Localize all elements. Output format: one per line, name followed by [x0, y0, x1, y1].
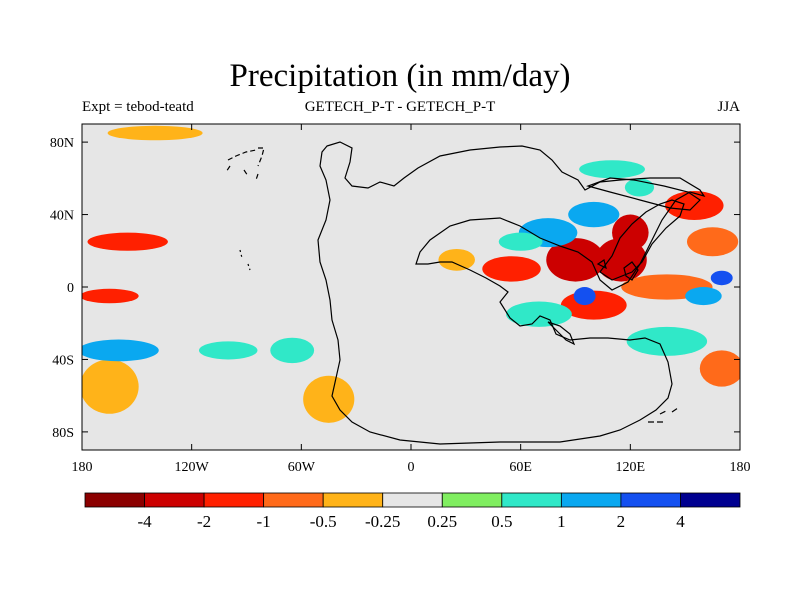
- plot-title: Precipitation (in mm/day): [229, 58, 571, 94]
- y-tick-label: 40N: [50, 209, 74, 224]
- dataset-label: GETECH_P-T - GETECH_P-T: [304, 99, 496, 115]
- colorbar-swatch: [203, 492, 265, 508]
- precip-anomaly-25: [82, 339, 159, 362]
- colorbar-swatch: [680, 492, 741, 508]
- x-tick-label: 180: [730, 460, 751, 475]
- colorbar-label: -2: [197, 512, 211, 531]
- precip-anomaly-5: [87, 232, 168, 251]
- precip-anomaly-15: [191, 261, 265, 277]
- precip-anomaly-14: [107, 125, 203, 141]
- precip-anomaly-7: [612, 214, 649, 251]
- colorbar-swatch: [84, 492, 145, 508]
- precip-anomaly-21: [568, 201, 620, 228]
- coastline-small-islands: [596, 259, 639, 281]
- colorbar-swatch: [560, 492, 622, 508]
- colorbar-swatch: [263, 492, 324, 508]
- colorbar: -4 -2 -1 -0.5 -0.25 0.25 0.5 1 2 4: [84, 492, 741, 531]
- colorbar-label: 0.25: [427, 512, 457, 531]
- precip-anomaly-29: [685, 287, 722, 306]
- coastline-southern-islands: [648, 407, 679, 423]
- precip-anomaly-16: [92, 180, 145, 195]
- colorbar-label: 0.5: [491, 512, 512, 531]
- colorbar-label: 1: [557, 512, 566, 531]
- y-tick-label: 80N: [50, 136, 74, 151]
- colorbar-label: 2: [617, 512, 626, 531]
- precip-anomaly-19: [401, 426, 457, 438]
- coastline-arctic-islands: [225, 147, 265, 181]
- precip-anomaly-10: [699, 350, 740, 387]
- precip-anomaly-18: [699, 158, 740, 181]
- precip-anomaly-23: [506, 301, 572, 327]
- coastline-southeast-island: [547, 321, 576, 346]
- precip-anomaly-30: [573, 287, 596, 306]
- x-tick-label: 120E: [616, 460, 646, 475]
- precip-anomaly-2: [482, 256, 541, 282]
- y-tick-label: 0: [67, 281, 74, 296]
- precip-anomaly-28: [579, 160, 645, 179]
- precip-anomaly-layer: [82, 125, 740, 438]
- precip-anomaly-6: [82, 288, 139, 304]
- y-axis: 80N 40N 0 40S 80S: [50, 136, 740, 441]
- precip-anomaly-0: [546, 238, 605, 282]
- colorbar-label: -0.5: [310, 512, 337, 531]
- colorbar-label: 4: [676, 512, 685, 531]
- y-tick-label: 40S: [52, 353, 74, 368]
- precip-anomaly-12: [153, 384, 212, 407]
- y-tick-label: 80S: [52, 426, 74, 441]
- precip-anomaly-26: [198, 341, 258, 360]
- colorbar-label: -1: [257, 512, 271, 531]
- coastline-main-continent: [317, 141, 706, 445]
- coastline-pacific-islands: [239, 249, 251, 271]
- precip-anomaly-27: [270, 337, 315, 364]
- season-label: JJA: [717, 99, 740, 115]
- x-tick-label: 180: [72, 460, 93, 475]
- precip-anomaly-13: [303, 375, 355, 423]
- colorbar-swatch: [382, 492, 443, 508]
- x-tick-label: 120W: [175, 460, 210, 475]
- colorbar-swatch: [620, 492, 681, 508]
- precip-anomaly-31: [710, 270, 733, 286]
- precip-anomaly-11: [82, 359, 139, 414]
- x-axis: 180 120W 60W 0 60E 120E 180: [72, 124, 751, 475]
- coastline-island-chain: [599, 199, 685, 281]
- coastline-layer: [225, 141, 706, 445]
- precip-anomaly-22: [498, 232, 543, 251]
- experiment-label: Expt = tebod-teatd: [82, 99, 194, 115]
- precip-anomaly-17: [438, 248, 475, 271]
- x-tick-label: 60E: [509, 460, 532, 475]
- x-tick-label: 60W: [288, 460, 316, 475]
- precip-anomaly-24: [626, 326, 708, 356]
- colorbar-label: -4: [137, 512, 152, 531]
- precip-anomaly-9: [686, 227, 739, 257]
- colorbar-swatch: [441, 492, 503, 508]
- colorbar-swatch: [501, 492, 562, 508]
- coastline-east-basin: [586, 177, 701, 211]
- x-tick-label: 0: [408, 460, 415, 475]
- colorbar-swatch: [322, 492, 384, 508]
- colorbar-label: -0.25: [365, 512, 400, 531]
- colorbar-swatch: [144, 492, 205, 508]
